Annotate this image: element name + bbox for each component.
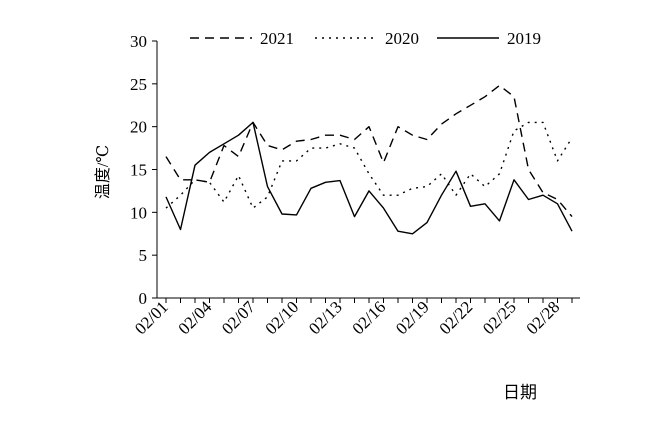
axes (156, 41, 580, 299)
y-tick-label: 15 (130, 161, 147, 180)
x-tick-label: 02/07 (218, 297, 259, 338)
series-lines (165, 84, 573, 235)
x-axis-label: 日期 (503, 383, 537, 402)
y-tick-label: 30 (130, 32, 147, 51)
y-axis-label: 温度/℃ (94, 145, 112, 199)
x-tick-label: 02/01 (131, 297, 172, 338)
legend-label-2019: 2019 (507, 29, 541, 48)
x-tick-label: 02/28 (523, 297, 564, 338)
series-line-2021 (165, 84, 573, 218)
x-tick-label: 02/04 (175, 297, 216, 338)
y-axis-ticks: 0 5 10 15 20 25 30 (130, 32, 157, 308)
y-tick-label: 10 (130, 203, 147, 222)
y-tick-label: 20 (130, 118, 147, 137)
y-tick-label: 5 (139, 246, 148, 265)
series-line-2019 (165, 121, 573, 235)
x-tick-label: 02/22 (436, 297, 477, 338)
y-tick-label: 25 (130, 75, 147, 94)
x-tick-label: 02/13 (305, 297, 346, 338)
y-tick-label: 0 (139, 289, 148, 308)
x-tick-label: 02/16 (349, 297, 390, 338)
x-tick-label: 02/25 (479, 297, 520, 338)
series-line-2020 (165, 121, 573, 209)
x-axis-ticks: 02/01 02/04 02/07 02/10 02/13 02/16 02/19 02/22… (131, 297, 573, 338)
legend-label-2020: 2020 (385, 29, 419, 48)
x-tick-label: 02/10 (262, 297, 303, 338)
legend-label-2021: 2021 (260, 29, 294, 48)
x-tick-label: 02/19 (392, 297, 433, 338)
legend: 2021 2020 2019 (190, 29, 541, 48)
